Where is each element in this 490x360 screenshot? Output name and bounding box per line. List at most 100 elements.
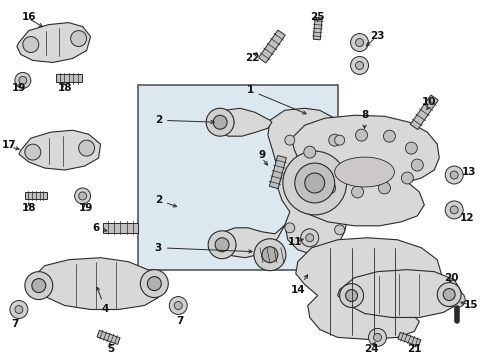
Text: 5: 5: [107, 345, 114, 354]
Circle shape: [206, 108, 234, 136]
Circle shape: [74, 188, 91, 204]
Circle shape: [208, 231, 236, 259]
Circle shape: [301, 229, 318, 247]
Circle shape: [147, 276, 161, 291]
Polygon shape: [17, 23, 91, 62]
Text: 11: 11: [288, 237, 302, 247]
Polygon shape: [313, 17, 322, 40]
Circle shape: [174, 302, 182, 310]
Text: 22: 22: [245, 54, 259, 63]
Text: 7: 7: [11, 319, 19, 329]
Polygon shape: [270, 156, 286, 189]
Polygon shape: [259, 30, 285, 63]
Text: 12: 12: [460, 213, 474, 223]
Circle shape: [169, 297, 187, 315]
Circle shape: [23, 37, 39, 53]
Text: 16: 16: [22, 12, 36, 22]
Text: 2: 2: [155, 195, 176, 207]
Polygon shape: [19, 130, 100, 170]
Polygon shape: [56, 75, 82, 82]
Circle shape: [302, 172, 314, 184]
Circle shape: [356, 39, 364, 46]
Polygon shape: [338, 270, 461, 318]
Polygon shape: [410, 95, 438, 130]
Text: 19: 19: [12, 84, 26, 93]
Text: 13: 13: [462, 167, 476, 177]
Circle shape: [10, 301, 28, 319]
Circle shape: [345, 289, 358, 302]
Text: 4: 4: [97, 287, 109, 315]
Text: 1: 1: [246, 85, 306, 114]
Text: 6: 6: [92, 223, 107, 233]
Circle shape: [335, 135, 344, 145]
Circle shape: [215, 238, 229, 252]
Circle shape: [283, 151, 346, 215]
Circle shape: [412, 159, 423, 171]
Circle shape: [329, 134, 341, 146]
Text: 23: 23: [370, 31, 385, 41]
Text: 2: 2: [155, 115, 214, 125]
Text: 9: 9: [258, 150, 266, 160]
Text: 14: 14: [291, 275, 308, 294]
Circle shape: [443, 289, 455, 301]
Text: 18: 18: [57, 84, 72, 93]
Polygon shape: [290, 115, 439, 226]
Circle shape: [285, 223, 295, 233]
Polygon shape: [296, 238, 441, 339]
Polygon shape: [398, 332, 421, 346]
Polygon shape: [102, 223, 138, 233]
Text: 8: 8: [361, 110, 368, 128]
Circle shape: [445, 166, 463, 184]
Text: 17: 17: [1, 140, 16, 150]
Text: 10: 10: [422, 97, 437, 107]
Text: 15: 15: [464, 300, 478, 310]
Circle shape: [78, 192, 87, 200]
Circle shape: [78, 140, 95, 156]
Polygon shape: [215, 108, 272, 136]
Circle shape: [19, 76, 27, 84]
Circle shape: [401, 172, 414, 184]
Circle shape: [445, 201, 463, 219]
Polygon shape: [97, 330, 120, 345]
Text: 7: 7: [176, 316, 184, 327]
Ellipse shape: [335, 157, 394, 187]
Text: 24: 24: [364, 345, 379, 354]
Polygon shape: [218, 225, 285, 258]
Circle shape: [373, 333, 382, 341]
Polygon shape: [29, 258, 162, 310]
Text: 18: 18: [22, 203, 36, 213]
Circle shape: [32, 279, 46, 293]
Bar: [138, 85, 338, 270]
Circle shape: [71, 31, 87, 46]
Text: 25: 25: [311, 12, 325, 22]
Circle shape: [304, 146, 316, 158]
Circle shape: [335, 225, 344, 235]
Polygon shape: [268, 108, 355, 254]
Circle shape: [450, 171, 458, 179]
Circle shape: [25, 272, 53, 300]
Circle shape: [213, 115, 227, 129]
Polygon shape: [25, 193, 47, 199]
Circle shape: [450, 206, 458, 214]
Circle shape: [15, 306, 23, 314]
Circle shape: [350, 57, 368, 75]
Circle shape: [384, 130, 395, 142]
Circle shape: [437, 283, 461, 306]
Circle shape: [141, 270, 168, 298]
Circle shape: [340, 284, 364, 307]
Circle shape: [25, 144, 41, 160]
Circle shape: [262, 247, 278, 263]
Circle shape: [285, 135, 295, 145]
Circle shape: [350, 33, 368, 51]
Circle shape: [306, 234, 314, 242]
Text: 20: 20: [444, 273, 459, 283]
Text: 19: 19: [78, 203, 93, 213]
Circle shape: [254, 239, 286, 271]
Circle shape: [405, 142, 417, 154]
Circle shape: [324, 182, 336, 194]
Circle shape: [356, 129, 368, 141]
Text: 3: 3: [155, 243, 252, 253]
Circle shape: [368, 328, 387, 346]
Circle shape: [352, 186, 364, 198]
Circle shape: [295, 163, 335, 203]
